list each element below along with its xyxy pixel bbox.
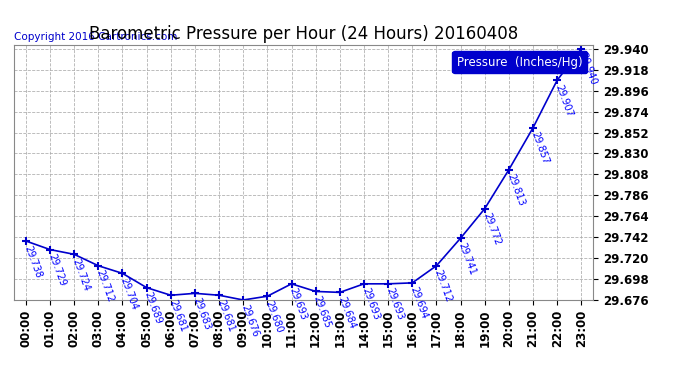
Text: 29.907: 29.907 — [553, 83, 574, 118]
Text: 29.694: 29.694 — [408, 286, 429, 321]
Text: 29.693: 29.693 — [288, 286, 308, 322]
Text: 29.857: 29.857 — [529, 130, 550, 166]
Text: 29.681: 29.681 — [215, 298, 236, 333]
Pressure  (Inches/Hg) — [215, 293, 224, 297]
Pressure  (Inches/Hg) — [335, 290, 344, 295]
Pressure  (Inches/Hg) — [529, 126, 537, 130]
Text: 29.684: 29.684 — [336, 295, 357, 330]
Pressure  (Inches/Hg) — [46, 248, 54, 252]
Pressure  (Inches/Hg) — [384, 282, 392, 286]
Pressure  (Inches/Hg) — [360, 282, 368, 286]
Text: 29.813: 29.813 — [505, 172, 526, 207]
Legend: Pressure  (Inches/Hg): Pressure (Inches/Hg) — [453, 51, 587, 74]
Pressure  (Inches/Hg) — [553, 78, 562, 82]
Pressure  (Inches/Hg) — [264, 294, 272, 298]
Pressure  (Inches/Hg) — [432, 264, 440, 268]
Pressure  (Inches/Hg) — [287, 282, 295, 286]
Text: 29.685: 29.685 — [312, 294, 333, 330]
Text: 29.704: 29.704 — [119, 276, 139, 311]
Pressure  (Inches/Hg) — [311, 289, 319, 294]
Text: 29.729: 29.729 — [46, 252, 67, 288]
Pressure  (Inches/Hg) — [166, 293, 175, 297]
Text: 29.681: 29.681 — [167, 298, 188, 333]
Title: Barometric Pressure per Hour (24 Hours) 20160408: Barometric Pressure per Hour (24 Hours) … — [89, 26, 518, 44]
Pressure  (Inches/Hg) — [577, 46, 585, 51]
Text: 29.680: 29.680 — [264, 299, 284, 334]
Pressure  (Inches/Hg) — [142, 285, 150, 290]
Text: 29.724: 29.724 — [70, 257, 91, 292]
Text: 29.712: 29.712 — [95, 268, 115, 304]
Text: 29.772: 29.772 — [481, 211, 502, 247]
Text: 29.741: 29.741 — [457, 241, 477, 276]
Pressure  (Inches/Hg) — [190, 291, 199, 296]
Text: 29.689: 29.689 — [143, 290, 164, 326]
Text: 29.693: 29.693 — [360, 286, 381, 322]
Pressure  (Inches/Hg) — [119, 271, 127, 276]
Pressure  (Inches/Hg) — [408, 280, 416, 285]
Pressure  (Inches/Hg) — [480, 206, 489, 211]
Pressure  (Inches/Hg) — [70, 252, 79, 257]
Pressure  (Inches/Hg) — [94, 264, 102, 268]
Text: 29.676: 29.676 — [239, 303, 260, 338]
Text: Copyright 2016 Cartronics.com: Copyright 2016 Cartronics.com — [14, 33, 177, 42]
Text: 29.712: 29.712 — [433, 268, 453, 304]
Text: 29.693: 29.693 — [384, 286, 405, 322]
Pressure  (Inches/Hg) — [457, 236, 465, 240]
Text: 29.683: 29.683 — [191, 296, 212, 331]
Pressure  (Inches/Hg) — [239, 298, 247, 302]
Pressure  (Inches/Hg) — [505, 167, 513, 172]
Text: 29.940: 29.940 — [578, 52, 598, 87]
Text: 29.738: 29.738 — [22, 244, 43, 279]
Pressure  (Inches/Hg) — [22, 239, 30, 243]
Line: Pressure  (Inches/Hg): Pressure (Inches/Hg) — [21, 45, 586, 304]
